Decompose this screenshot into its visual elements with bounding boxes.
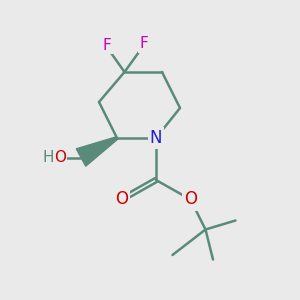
Text: O: O (184, 190, 197, 208)
Text: O: O (55, 150, 67, 165)
Text: N: N (150, 129, 162, 147)
Text: H: H (42, 150, 54, 165)
Polygon shape (76, 137, 118, 166)
Text: O: O (115, 190, 128, 208)
Text: F: F (140, 36, 148, 51)
Text: F: F (102, 38, 111, 52)
